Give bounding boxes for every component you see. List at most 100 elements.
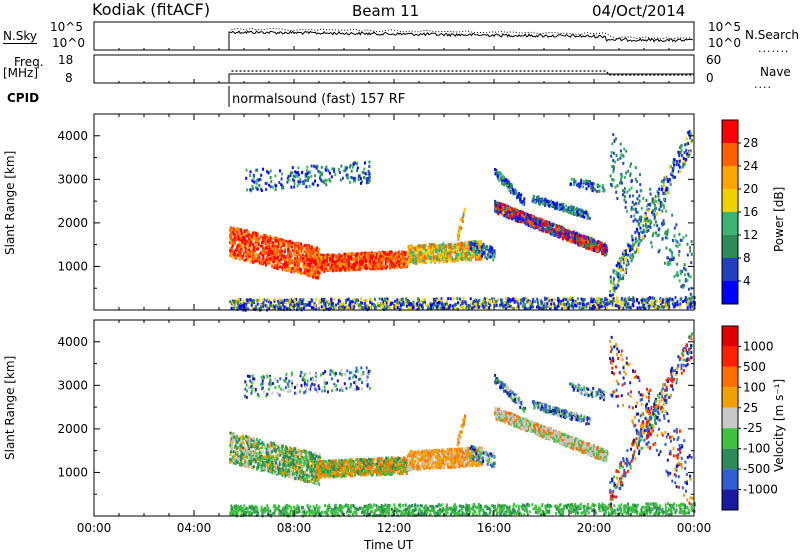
echo-cell [566,230,569,234]
echo-cell [320,253,323,257]
echo-cell [307,268,310,272]
echo-cell [501,298,504,302]
echo-cell [545,199,548,203]
echo-cell [265,188,268,191]
echo-cell [590,248,593,252]
echo-cell [385,256,388,260]
echo-cell [356,260,358,264]
echo-cell [350,263,353,267]
echo-cell [435,245,438,249]
echo-cell [283,255,286,258]
echo-cell [279,306,282,310]
echo-cell [394,300,396,303]
echo-cell [464,246,467,250]
echo-cell [328,263,331,267]
echo-cell [521,200,524,204]
echo-cell [307,303,310,307]
echo-cell [386,251,389,254]
echo-cell [308,244,310,248]
echo-cell [433,248,435,252]
echo-cell [314,256,317,260]
echo-cell [282,244,285,248]
echo-cell [592,240,594,244]
echo-cell [475,243,478,247]
echo-cell [333,167,336,171]
echo-cell [371,263,374,267]
echo-cell [652,300,654,304]
echo-cell [369,267,372,271]
echo-cell [267,256,270,260]
echo-cell [343,267,346,271]
echo-cell [608,302,611,306]
echo-cell [369,255,372,259]
echo-cell [464,252,467,255]
echo-cell [270,237,273,241]
echo-cell [331,257,334,261]
echo-cell [280,177,283,181]
echo-cell [229,249,232,253]
echo-cell [379,259,382,263]
echo-cell [335,303,337,307]
echo-cell [318,247,320,251]
echo-cell [366,258,369,262]
echo-cell [388,262,391,266]
echo-cell [346,175,349,179]
echo-cell [536,297,539,301]
echo-cell [386,260,389,264]
echo-cell [561,232,564,236]
echo-cell [237,234,240,238]
echo-cell [527,301,530,305]
echo-cell [449,246,452,250]
echo-cell [264,261,267,265]
echo-cell [342,265,344,269]
echo-cell [553,228,556,232]
echo-cell [281,257,284,261]
echo-cell [678,305,681,308]
echo-cell [289,305,292,309]
echo-cell [509,207,512,211]
echo-cell [448,243,450,247]
echo-cell [290,245,293,249]
echo-cell [239,250,242,254]
echo-cell [452,297,455,300]
echo-cell [440,256,442,260]
echo-cell [378,255,381,259]
echo-cell [590,297,593,301]
echo-cell [576,210,579,214]
echo-cell [585,237,587,240]
echo-cell [551,230,554,234]
echo-cell [387,252,390,256]
echo-cell [249,174,252,178]
echo-cell [343,259,345,263]
echo-cell [433,244,436,248]
echo-cell [237,236,240,240]
echo-cell [322,260,325,264]
echo-cell [310,306,313,310]
echo-cell [350,257,353,261]
echo-cell [285,261,288,265]
echo-cell [490,246,493,250]
echo-cell [576,240,579,244]
echo-cell [312,275,315,279]
echo-cell [602,247,605,251]
echo-cell [264,263,267,267]
echo-cell [572,239,575,243]
echo-cell [335,266,338,270]
echo-cell [296,184,299,188]
echo-cell [266,239,269,243]
echo-cell [404,253,407,257]
echo-cell [535,218,538,222]
echo-cell [245,257,248,261]
echo-cell [316,183,319,187]
echo-cell [332,266,335,270]
echo-cell [268,247,271,251]
echo-cell [249,260,252,264]
echo-cell [417,247,420,251]
echo-cell [394,305,397,309]
echo-cell [280,238,283,242]
echo-cell [446,251,449,255]
echo-cell [295,246,298,250]
echo-cell [316,270,319,274]
echo-cell [538,306,541,310]
echo-cell [306,258,309,262]
